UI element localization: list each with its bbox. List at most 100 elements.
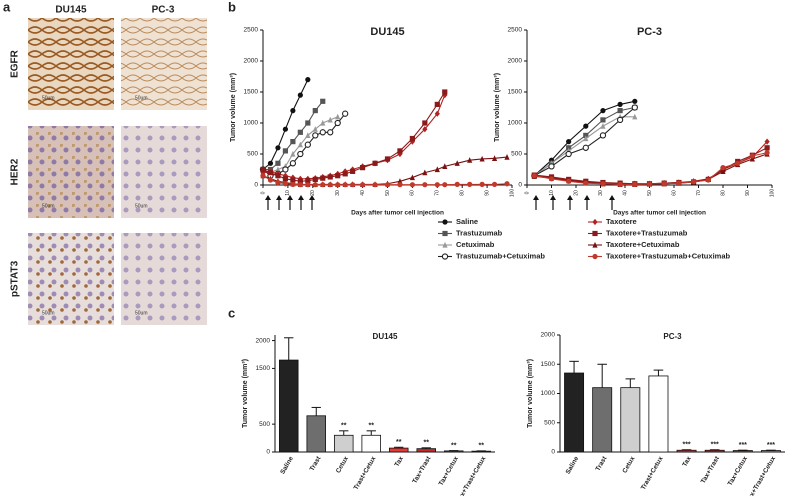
marker	[646, 181, 653, 187]
marker	[565, 150, 572, 158]
legend-marker	[442, 230, 448, 237]
bar	[388, 447, 409, 453]
marker	[764, 150, 770, 156]
y-tick-label: 1500	[508, 89, 523, 96]
bar	[732, 450, 753, 453]
x-tick-label: 50	[385, 190, 391, 196]
marker	[327, 174, 333, 180]
legend-label: Taxotere+Trastuzumab+Cetuximab	[606, 251, 730, 260]
panel-label: b	[228, 0, 236, 14]
legend-label: Cetuximab	[456, 240, 495, 249]
panel-label: a	[3, 0, 11, 14]
micrograph	[28, 18, 114, 110]
legend-marker	[592, 253, 598, 260]
significance: **	[341, 423, 347, 430]
marker	[434, 182, 440, 188]
y-tick-label: 1000	[508, 120, 523, 127]
significance: ***	[767, 442, 775, 449]
marker	[691, 179, 697, 185]
x-tick-label: 30	[335, 190, 341, 196]
x-tick-label: 80	[460, 190, 466, 196]
y-tick-label: 0	[254, 182, 258, 189]
x-tick-label: Trast+Cetux	[353, 455, 378, 491]
marker	[327, 116, 333, 123]
micrograph	[28, 126, 114, 218]
x-tick-label: 40	[622, 190, 628, 196]
x-tick-label: Tax+Cetux	[438, 455, 461, 487]
x-tick-label: Tax	[681, 455, 693, 468]
scale-bar-label: 50um	[42, 95, 55, 101]
marker	[320, 98, 326, 104]
column-header: PC-3	[152, 5, 175, 16]
marker	[600, 123, 606, 129]
marker	[566, 139, 572, 145]
marker	[434, 166, 440, 173]
y-axis-label: Tumor volume (mm³)	[242, 359, 249, 428]
marker	[320, 119, 326, 126]
scale-bar-label: 50um	[135, 203, 148, 209]
marker	[764, 145, 770, 151]
legend-label: Taxotere	[606, 217, 637, 226]
marker	[749, 153, 756, 159]
marker	[661, 181, 667, 187]
row-header: pSTAT3	[10, 260, 21, 297]
micrograph	[121, 233, 207, 325]
legend-marker	[592, 241, 598, 248]
marker	[504, 181, 510, 187]
marker	[297, 150, 304, 158]
bar	[676, 449, 697, 453]
y-tick-label: 2000	[508, 58, 523, 65]
marker	[267, 177, 274, 183]
scale-bar-label: 50um	[42, 310, 55, 316]
y-tick-label: 1500	[244, 89, 259, 96]
marker	[422, 169, 428, 176]
significance: ***	[739, 442, 747, 449]
marker	[275, 160, 281, 166]
treatment-arrows	[267, 199, 613, 210]
marker	[749, 155, 755, 162]
marker	[409, 182, 415, 188]
marker	[422, 120, 428, 126]
x-tick-label: 40	[360, 190, 366, 196]
x-tick-label: Trast+Cetux	[640, 455, 665, 491]
marker	[312, 126, 318, 132]
x-tick-label: 100	[769, 189, 775, 198]
row-header: HER2	[10, 158, 21, 185]
marker	[491, 181, 498, 187]
marker	[616, 116, 624, 124]
marker	[297, 182, 303, 188]
marker	[275, 179, 281, 186]
y-tick-label: 1000	[541, 390, 556, 397]
marker	[583, 132, 589, 138]
marker	[384, 156, 391, 162]
x-axis-label: Days after tumor cell injection	[351, 210, 444, 217]
significance: **	[396, 439, 402, 446]
marker	[282, 166, 289, 173]
marker	[409, 135, 415, 142]
marker	[290, 181, 296, 187]
x-tick-label: 10	[285, 190, 291, 196]
marker	[320, 175, 326, 181]
marker	[676, 180, 682, 186]
marker	[617, 101, 623, 107]
marker	[720, 168, 726, 174]
x-tick-label: 100	[509, 189, 515, 198]
marker	[305, 77, 311, 83]
marker	[491, 155, 498, 161]
marker	[409, 174, 415, 181]
marker	[275, 145, 281, 151]
y-tick-label: 500	[259, 421, 270, 428]
bar	[564, 372, 585, 453]
x-tick-label: 60	[410, 190, 416, 196]
bar	[443, 450, 464, 453]
marker	[335, 182, 341, 188]
x-tick-label: 90	[484, 190, 490, 196]
marker	[531, 173, 537, 179]
marker	[312, 182, 318, 188]
y-tick-label: 2500	[508, 27, 523, 34]
scale-bar-label: 50um	[42, 203, 55, 209]
marker	[334, 119, 341, 127]
marker	[384, 182, 391, 188]
significance: ***	[711, 442, 719, 449]
x-tick-label: Cetux	[335, 455, 350, 474]
